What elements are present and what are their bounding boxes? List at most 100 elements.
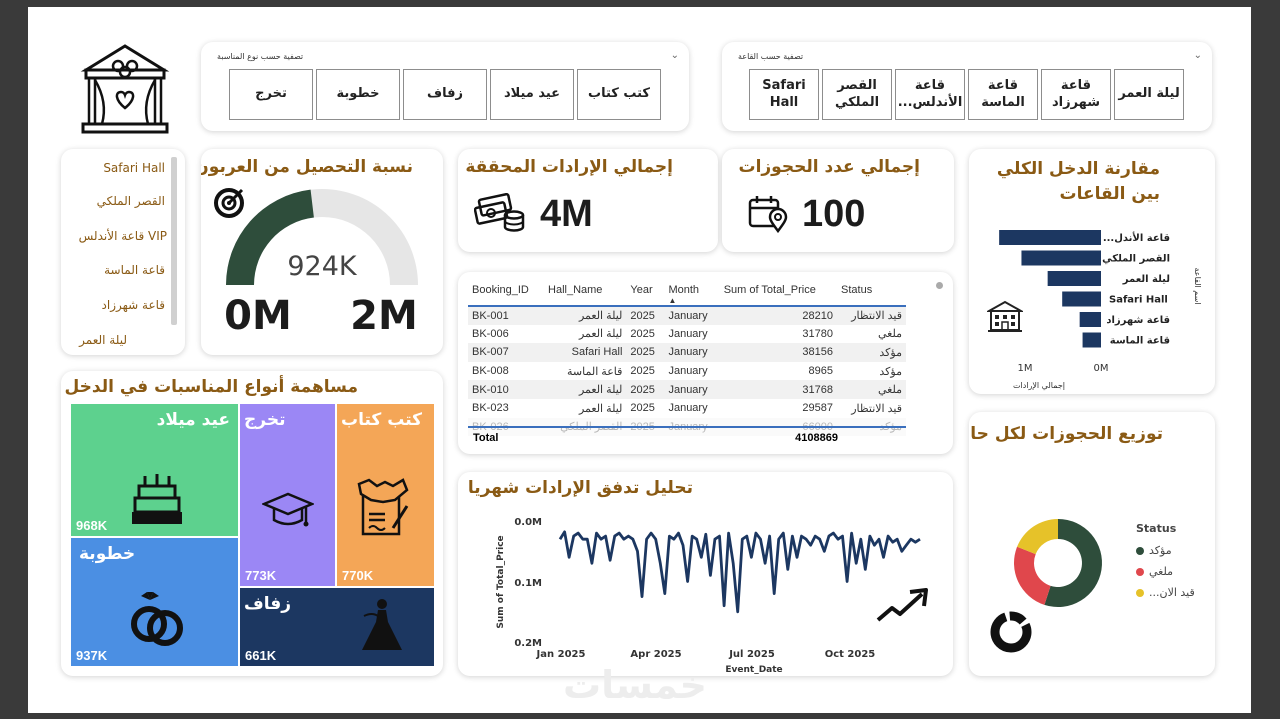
event-type-option[interactable]: زفاف	[403, 69, 487, 120]
scroll-indicator[interactable]	[936, 282, 943, 289]
watermark: خمسات	[563, 663, 707, 707]
hall-option[interactable]: ليلة العمر	[1114, 69, 1184, 120]
table-cell: 2025	[626, 343, 665, 362]
x-tick-label: Oct 2025	[825, 649, 876, 660]
table-cell: قيد الانتظار	[851, 402, 902, 415]
hall-bar-label: القصر الملكي	[1102, 254, 1170, 265]
revenue-series-line[interactable]	[558, 530, 921, 614]
treemap-cell-value: 773K	[245, 568, 277, 583]
treemap-cell-birthday[interactable]: عيد ميلاد 968K	[71, 404, 238, 536]
column-header[interactable]: Booking_ID	[472, 284, 529, 296]
chevron-down-icon[interactable]: ⌄	[670, 50, 679, 61]
building-icon	[985, 299, 1025, 337]
legend-item[interactable]: ملغي	[1136, 561, 1206, 582]
treemap-cell-label: خطوبة	[79, 544, 136, 564]
hall-comparison-title: مقارنة الدخل الكلي بين القاعات	[996, 159, 1160, 204]
treemap-cell-katb-kitab[interactable]: كتب كتاب 770K	[337, 404, 434, 586]
sort-arrow-icon: ▲	[668, 296, 677, 305]
treemap-cell-wedding[interactable]: زفاف 661K	[240, 588, 434, 666]
column-header[interactable]: Hall_Name	[548, 284, 603, 296]
hall-option[interactable]: قاعة الماسة	[968, 69, 1038, 120]
treemap-cell-value: 968K	[76, 518, 108, 533]
event-type-option[interactable]: خطوبة	[316, 69, 400, 120]
table-row[interactable]: BK-001 ليلة العمر 2025 January 28210 قيد الان…	[468, 306, 906, 325]
table-cell: مؤكد	[837, 343, 906, 362]
bookings-kpi-card: إجمالي عدد الحجوزات 100	[722, 149, 954, 252]
table-row[interactable]: BK-008 قاعة الماسة 2025 January 8965 مؤكد	[468, 362, 906, 381]
treemap-cell-label: عيد ميلاد	[156, 410, 230, 430]
x-tick-label: 1M	[1018, 363, 1033, 374]
x-tick-label: Jul 2025	[728, 649, 775, 660]
y-tick-label: 0.0M	[514, 517, 542, 528]
line-chart-title: تحليل تدفق الإرادات شهريا	[467, 478, 693, 498]
hall-option[interactable]: Safari Hall	[749, 69, 819, 120]
table-cell: BK-001	[468, 306, 545, 325]
chevron-down-icon[interactable]: ⌄	[1193, 50, 1202, 61]
table-cell: ملغي	[837, 380, 906, 399]
hall-list-item[interactable]: قاعة الماسة	[104, 263, 165, 277]
table-cell: 2025	[630, 402, 655, 415]
treemap-title: مساهمة أنواع المناسبات في الدخل	[64, 377, 358, 397]
table-cell: ليلة العمر	[544, 380, 627, 399]
column-header[interactable]: Month ▲	[664, 282, 719, 306]
hall-bar[interactable]	[1062, 291, 1101, 307]
treemap-cell-engagement[interactable]: خطوبة 937K	[71, 538, 238, 666]
column-header[interactable]: Year	[630, 284, 653, 296]
x-tick-label: Apr 2025	[630, 649, 681, 660]
hall-option[interactable]: قاعة الأندلس...	[895, 69, 965, 120]
legend-item[interactable]: قيد الان...	[1136, 582, 1206, 603]
donut-slice[interactable]	[1017, 519, 1058, 555]
hall-list-item[interactable]: ليلة العمر	[79, 333, 127, 347]
table-row[interactable]: BK-007 Safari Hall 2025 January 38156 مؤكد	[468, 343, 906, 362]
hall-bar[interactable]	[1021, 250, 1101, 266]
revenue-kpi-card: إجمالي الإرادات المحققة 4M	[458, 149, 718, 252]
hall-list-item[interactable]: Safari Hall	[103, 161, 165, 175]
bookings-kpi-value: 100	[802, 193, 866, 235]
donut-legend-title: Status	[1136, 522, 1177, 535]
hall-comparison-card: مقارنة الدخل الكلي بين القاعات قاعة الأن…	[969, 149, 1215, 394]
hall-bar[interactable]	[1047, 271, 1101, 286]
table-cell: BK-007	[468, 343, 545, 362]
hall-list-item[interactable]: قاعة شهرزاد	[101, 298, 165, 312]
y-tick-label: 0.1M	[514, 578, 542, 589]
table-cell: Safari Hall	[544, 343, 627, 362]
column-header[interactable]: Sum of Total_Price	[723, 284, 816, 296]
treemap-cell-graduation[interactable]: تخرج 773K	[240, 404, 335, 586]
table-row[interactable]: BK-006 ليلة العمر 2025 January 31780 ملغي	[468, 325, 906, 344]
cake-icon	[131, 472, 183, 532]
hall-list-item[interactable]: VIP قاعة الأندلس	[78, 229, 167, 243]
target-icon	[213, 185, 247, 223]
table-cell: 29587	[802, 402, 834, 415]
hall-bar[interactable]	[1079, 312, 1101, 327]
bookings-kpi-title: إجمالي عدد الحجوزات	[738, 157, 920, 177]
table-cell: BK-008	[472, 365, 509, 378]
donut-slice[interactable]	[1044, 519, 1102, 607]
table-row[interactable]: BK-023 ليلة العمر 2025 January 29587 قيد الان…	[468, 399, 906, 418]
legend-label: مؤكد	[1149, 544, 1172, 557]
table-cell: مؤكد	[879, 365, 902, 378]
gauge-card: نسبة التحصيل من العربون 924K 0M 2M	[201, 149, 443, 355]
treemap: عيد ميلاد 968K خطوبة	[71, 404, 434, 666]
hall-list-item[interactable]: القصر الملكي	[96, 194, 165, 208]
event-type-option[interactable]: تخرج	[229, 69, 313, 120]
event-type-option[interactable]: كتب كتاب	[577, 69, 661, 120]
donut-title: توزيع الحجوزات لكل حالة	[969, 424, 1163, 444]
table-row[interactable]: BK-010 ليلة العمر 2025 January 31768 ملغي	[468, 380, 906, 399]
column-header[interactable]: Status	[841, 284, 873, 296]
graduation-cap-icon	[260, 488, 316, 540]
donut-slice[interactable]	[1014, 546, 1051, 605]
hall-bar[interactable]	[999, 230, 1101, 245]
hall-option[interactable]: قاعة شهرزاد	[1041, 69, 1111, 120]
scrollbar[interactable]	[171, 157, 177, 325]
hall-bar[interactable]	[1082, 332, 1101, 348]
treemap-cell-label: زفاف	[244, 594, 292, 614]
event-type-filter: تصفية حسب نوع المناسبة ⌄ كتب كتاب عيد مي…	[201, 42, 689, 131]
table-cell: 2025	[630, 327, 655, 340]
table-cell: January	[664, 343, 720, 362]
legend-label: قيد الان...	[1149, 586, 1195, 599]
revenue-flow-card: تحليل تدفق الإرادات شهريا 0.0M 0.1M 0.2M Ja…	[458, 472, 953, 676]
table-cell: January	[668, 365, 708, 378]
event-type-option[interactable]: عيد ميلاد	[490, 69, 574, 120]
legend-item[interactable]: مؤكد	[1136, 540, 1206, 561]
hall-option[interactable]: القصر الملكي	[822, 69, 892, 120]
